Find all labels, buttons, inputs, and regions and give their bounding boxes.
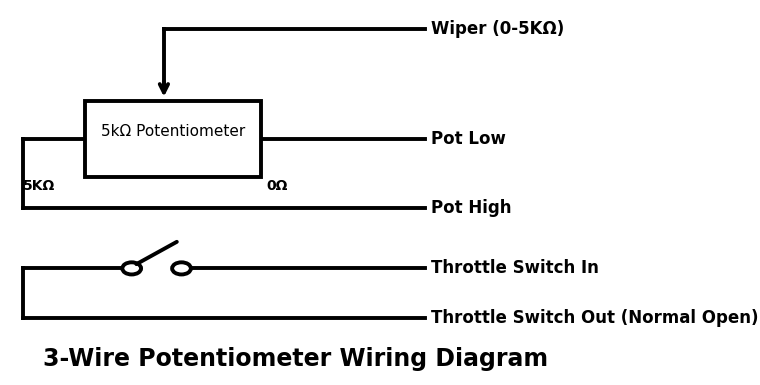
Text: Throttle Switch In: Throttle Switch In: [430, 259, 598, 277]
Text: Throttle Switch Out (Normal Open): Throttle Switch Out (Normal Open): [430, 309, 758, 327]
Bar: [85, 101, 261, 177]
Text: Pot Low: Pot Low: [430, 131, 505, 148]
Text: 5kΩ Potentiometer: 5kΩ Potentiometer: [100, 124, 245, 139]
Circle shape: [122, 262, 141, 275]
Circle shape: [172, 262, 191, 275]
Text: Wiper (0-5KΩ): Wiper (0-5KΩ): [430, 20, 564, 38]
Text: 3-Wire Potentiometer Wiring Diagram: 3-Wire Potentiometer Wiring Diagram: [43, 347, 548, 371]
Text: Pot High: Pot High: [430, 199, 511, 217]
Text: 5KΩ: 5KΩ: [24, 179, 55, 193]
Text: 0Ω: 0Ω: [267, 179, 288, 193]
